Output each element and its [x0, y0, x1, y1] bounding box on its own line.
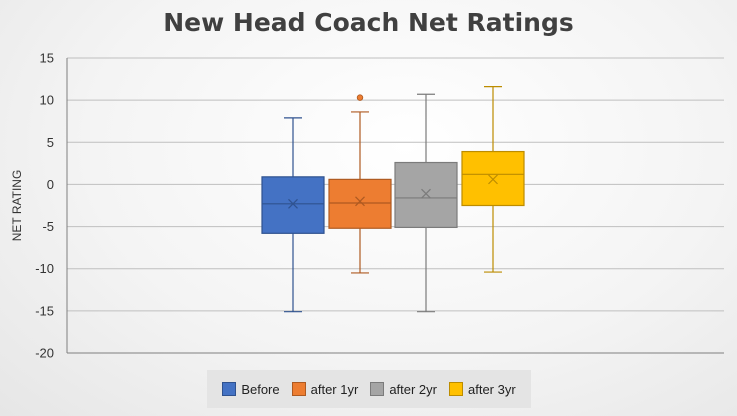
legend-label: Before: [241, 381, 280, 397]
mean-marker: [355, 196, 365, 207]
legend-item: after 2yr: [370, 382, 437, 397]
chart-title: New Head Coach Net Ratings: [163, 8, 574, 37]
y-tick-label: -5: [42, 219, 54, 234]
y-tick-label: -15: [35, 303, 54, 318]
iqr-box: [461, 150, 525, 207]
mean-marker: [421, 188, 431, 199]
box-before: [261, 117, 325, 313]
y-axis-label: NET RATING: [10, 170, 24, 242]
y-tick-label: -10: [35, 261, 54, 276]
y-axis: 15 10 5 0 -5 -10 -15 -20: [35, 51, 68, 361]
legend-swatch: [222, 382, 237, 396]
legend-label: after 2yr: [389, 381, 437, 397]
legend-swatch: [449, 382, 463, 396]
legend-item: Before: [222, 381, 280, 397]
legend: Before after 1yr after 2yr after 3yr: [207, 370, 531, 408]
mean-marker: [288, 198, 298, 209]
iqr-box: [328, 178, 392, 229]
y-tick-label: -20: [35, 346, 54, 361]
y-tick-label: 10: [40, 93, 54, 108]
legend-swatch: [370, 382, 385, 396]
legend-label: after 3yr: [468, 381, 516, 397]
iqr-box: [261, 176, 325, 234]
legend-item: after 1yr: [291, 381, 359, 397]
iqr-box: [394, 161, 458, 229]
legend-item: after 3yr: [449, 382, 516, 397]
y-tick-label: 5: [47, 135, 54, 150]
box-after-1yr: [328, 94, 392, 274]
legend-label: after 1yr: [310, 381, 359, 397]
gridlines: [67, 57, 724, 354]
outlier-point: [356, 94, 364, 101]
y-tick-label: 0: [47, 177, 54, 192]
legend-swatch: [291, 382, 306, 396]
boxes: [261, 86, 525, 313]
box-after-3yr: [461, 86, 525, 273]
box-after-2yr: [394, 93, 458, 313]
y-tick-label: 15: [40, 51, 54, 66]
mean-marker: [488, 174, 498, 185]
